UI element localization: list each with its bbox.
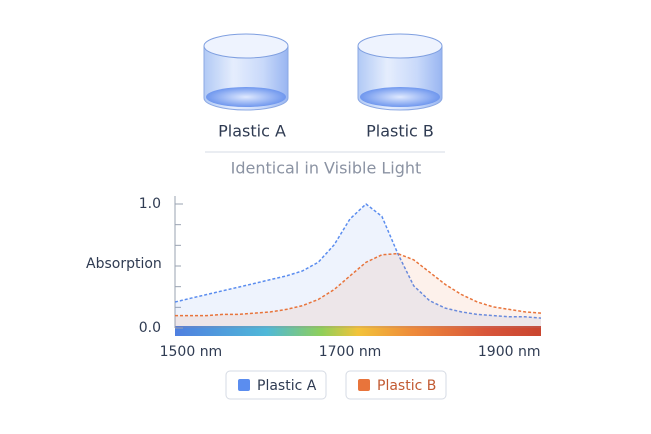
- y-axis-label: Absorption: [86, 256, 162, 272]
- x-tick-label: 1700 nm: [319, 344, 382, 360]
- legend-swatch: [238, 379, 250, 391]
- y-tick-label: 0.0: [139, 320, 161, 336]
- area-fill: [175, 253, 541, 328]
- legend: Plastic A Plastic B: [225, 370, 447, 400]
- series-line: [175, 252, 542, 317]
- legend-label: Plastic A: [257, 378, 317, 394]
- x-tick-label: 1500 nm: [160, 344, 223, 360]
- legend-label: Plastic B: [377, 378, 436, 394]
- series-line: [174, 203, 542, 319]
- sample-label: Plastic A: [218, 122, 286, 141]
- legend-box: [345, 370, 447, 400]
- cylinder-a: [203, 33, 289, 111]
- plot: 0.0 1.0 1500 nm 1700 nm 1900 nm: [139, 196, 542, 360]
- y-tick-label: 1.0: [139, 196, 161, 212]
- cylinder-b: [357, 33, 443, 111]
- spectrum-bar: [175, 326, 541, 336]
- x-tick-label: 1900 nm: [478, 344, 541, 360]
- caption: Identical in Visible Light: [231, 159, 422, 178]
- legend-box: [225, 370, 327, 400]
- sample-label: Plastic B: [366, 122, 434, 141]
- legend-swatch: [358, 379, 370, 391]
- area-fill: [175, 204, 541, 328]
